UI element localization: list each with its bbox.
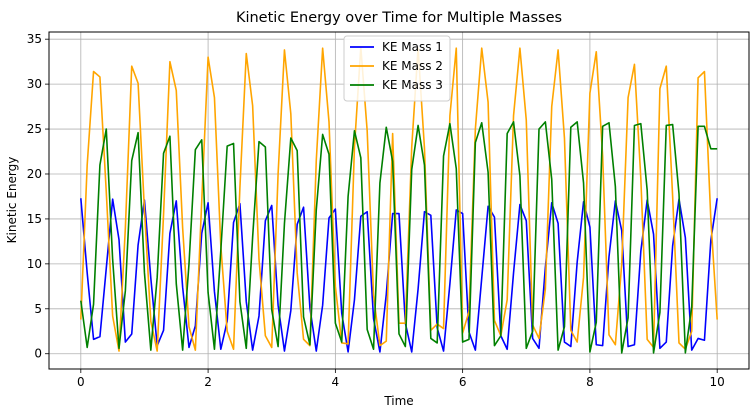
y-tick-label: 20: [27, 167, 42, 181]
x-axis-label: Time: [383, 394, 413, 408]
y-tick-label: 15: [27, 212, 42, 226]
legend-label: KE Mass 3: [382, 78, 443, 92]
series-line-mass-1: [80, 198, 718, 353]
y-tick-label: 30: [27, 77, 42, 91]
plot-frame: [48, 31, 750, 370]
chart-title: Kinetic Energy over Time for Multiple Ma…: [236, 10, 562, 26]
series-line-mass-3: [80, 121, 718, 354]
y-tick-label: 35: [27, 32, 42, 46]
legend: KE Mass 1 KE Mass 2 KE Mass 3: [343, 35, 451, 102]
legend-label: KE Mass 1: [382, 40, 443, 54]
axis-ticks: 0 2 4 6 8 10 0 5 10 15 20 25 30 35: [27, 32, 725, 389]
x-tick-label: 2: [204, 375, 212, 389]
x-tick-label: 0: [77, 375, 85, 389]
y-tick-label: 10: [27, 257, 42, 271]
x-tick-label: 10: [710, 375, 725, 389]
y-tick-label: 25: [27, 122, 42, 136]
x-tick-label: 4: [332, 375, 340, 389]
y-axis-label: Kinetic Energy: [5, 157, 19, 244]
x-tick-label: 8: [586, 375, 594, 389]
legend-label: KE Mass 2: [382, 59, 443, 73]
y-tick-label: 5: [34, 302, 42, 316]
x-tick-label: 6: [459, 375, 467, 389]
y-tick-label: 0: [34, 347, 42, 361]
series-lines: [80, 46, 718, 354]
